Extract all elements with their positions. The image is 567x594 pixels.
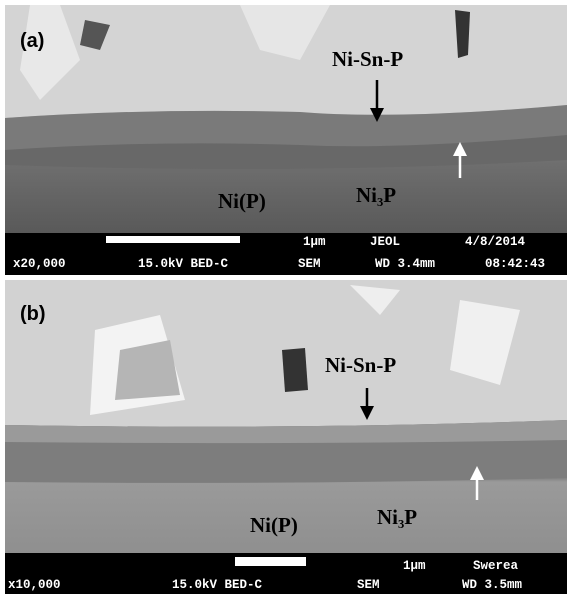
panel-a: (a) Ni-Sn-P Ni(P) Ni₃P 1µm JEOL 4/8/2014… (5, 5, 567, 275)
panel-label: (a) (20, 30, 44, 52)
annotation: Ni(P) (218, 189, 266, 213)
info-text: JEOL (370, 235, 400, 249)
annotation: Ni(P) (250, 513, 298, 537)
info-text: WD 3.4mm (375, 257, 436, 271)
void (282, 348, 308, 392)
info-text: 1µm (303, 235, 326, 249)
panel-label: (b) (20, 303, 46, 325)
info-text: 15.0kV BED-C (138, 257, 229, 271)
info-text: Swerea (473, 559, 519, 573)
info-text: SEM (298, 257, 321, 271)
info-text: 08:42:43 (485, 257, 545, 271)
info-text: 15.0kV BED-C (172, 578, 263, 592)
figure: (a) Ni-Sn-P Ni(P) Ni₃P 1µm JEOL 4/8/2014… (0, 0, 567, 594)
scale-bar (106, 236, 240, 243)
annotation: Ni-Sn-P (332, 47, 403, 71)
info-text: x20,000 (13, 257, 66, 271)
info-text: 1µm (403, 559, 426, 573)
annotation: Ni₃P (377, 505, 417, 529)
info-text: WD 3.5mm (462, 578, 523, 592)
info-text: 4/8/2014 (465, 235, 526, 249)
scale-bar (235, 557, 306, 566)
annotation: Ni-Sn-P (325, 353, 396, 377)
panel-b: (b) Ni-Sn-P Ni(P) Ni₃P 1µm Swerea x10,00… (5, 280, 567, 594)
info-text: SEM (357, 578, 380, 592)
info-text: x10,000 (8, 578, 61, 592)
annotation: Ni₃P (356, 183, 396, 207)
